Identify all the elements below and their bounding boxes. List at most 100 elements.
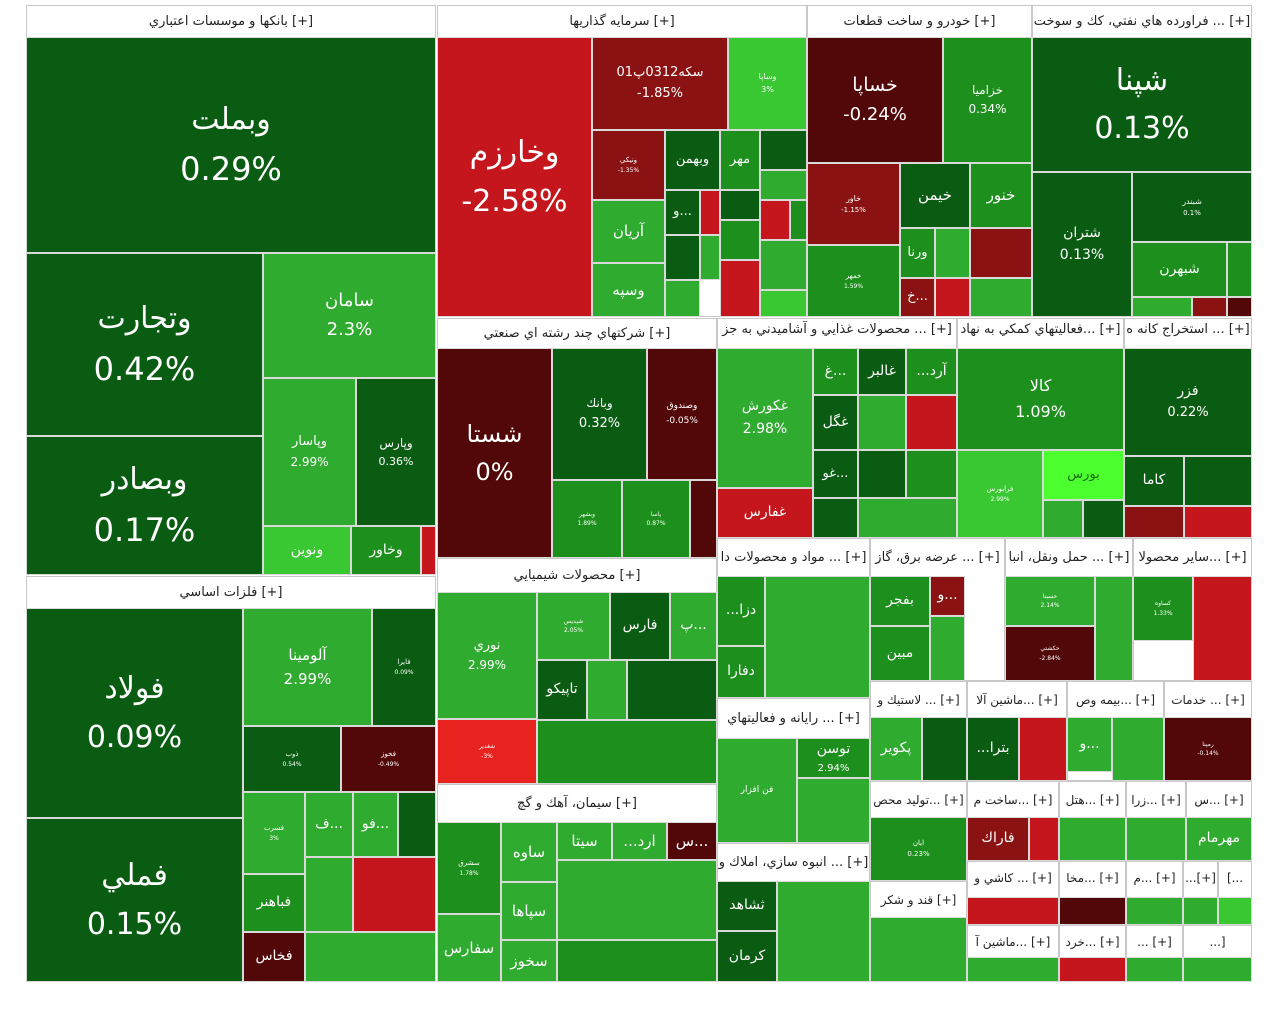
stock-cell[interactable]: مبين bbox=[870, 626, 930, 681]
stock-tile[interactable] bbox=[720, 260, 760, 317]
sector-header[interactable]: [+] خودرو و ساخت قطعات bbox=[808, 6, 1031, 38]
stock-cell[interactable]: و... bbox=[1067, 717, 1112, 772]
sector-header[interactable]: [+] ...فعاليتهاي كمكي به نهاد bbox=[958, 319, 1123, 341]
stock-cell[interactable]: وپارس 0.36% bbox=[356, 378, 436, 526]
sector-header[interactable]: [+] ... bbox=[1127, 926, 1182, 958]
stock-tile[interactable] bbox=[557, 860, 717, 940]
stock-tile[interactable] bbox=[305, 857, 353, 932]
sector-header[interactable]: [+] قند و شكر bbox=[871, 882, 966, 918]
stock-tile[interactable] bbox=[700, 190, 720, 235]
stock-tile[interactable] bbox=[1184, 506, 1252, 538]
sector-header[interactable]: [+] ... حمل ونقل، انبا bbox=[1006, 539, 1132, 577]
stock-cell[interactable]: حسينا 2.14% bbox=[1005, 576, 1095, 626]
stock-cell[interactable]: فزر 0.22% bbox=[1124, 348, 1252, 456]
stock-cell[interactable]: پ... bbox=[670, 592, 717, 660]
stock-cell[interactable]: فو... bbox=[353, 792, 398, 857]
sector-header[interactable]: [+] ...م bbox=[1127, 862, 1182, 894]
stock-tile[interactable] bbox=[1227, 242, 1252, 297]
stock-cell[interactable]: ف... bbox=[305, 792, 353, 857]
stock-cell[interactable]: فولاد 0.09% bbox=[26, 608, 243, 818]
sector-header[interactable]: [+] ...زرا bbox=[1127, 782, 1185, 818]
sector-header[interactable]: [+] ... كاشي و bbox=[968, 862, 1058, 894]
sector-header[interactable]: [+] ... فراورده هاي نفتي، كك و سوخت bbox=[1033, 6, 1251, 38]
stock-tile[interactable] bbox=[858, 498, 957, 538]
stock-tile[interactable] bbox=[967, 957, 1059, 982]
stock-tile[interactable] bbox=[1126, 897, 1183, 925]
stock-cell[interactable]: ورنا bbox=[900, 228, 935, 278]
stock-cell[interactable]: وپاسار 2.99% bbox=[263, 378, 356, 526]
stock-cell[interactable]: ...آرد bbox=[906, 348, 957, 395]
sector-header[interactable]: [+] ...ماشين آلا bbox=[968, 682, 1066, 718]
stock-tile[interactable] bbox=[777, 881, 870, 982]
stock-cell[interactable]: وخارزم -2.58% bbox=[437, 37, 592, 317]
stock-tile[interactable] bbox=[627, 660, 717, 720]
stock-cell[interactable]: ثشاهد bbox=[717, 881, 777, 931]
stock-tile[interactable] bbox=[760, 240, 807, 290]
stock-tile[interactable] bbox=[930, 616, 965, 681]
stock-tile[interactable] bbox=[1218, 897, 1252, 925]
stock-cell[interactable]: و... bbox=[930, 576, 965, 616]
sector-header[interactable]: [+] بانکها و موسسات اعتباري bbox=[27, 6, 435, 38]
stock-cell[interactable]: فرابورس 2.99% bbox=[957, 450, 1043, 538]
stock-cell[interactable]: بفجر bbox=[870, 576, 930, 626]
stock-cell[interactable]: وسپه bbox=[592, 263, 665, 317]
stock-cell[interactable]: تاپيكو bbox=[537, 660, 587, 720]
stock-cell[interactable]: خساپا -0.24% bbox=[807, 37, 943, 163]
stock-cell[interactable]: آريان bbox=[592, 200, 665, 263]
stock-cell[interactable]: غ... bbox=[813, 348, 858, 395]
stock-cell[interactable]: كالا 1.09% bbox=[957, 348, 1124, 450]
sector-header[interactable]: [+] ... محصولات غذايي و آشاميدني به جز bbox=[718, 319, 956, 341]
stock-tile[interactable] bbox=[690, 480, 717, 558]
stock-tile[interactable] bbox=[537, 720, 717, 784]
sector-header[interactable]: [+] ... خدمات bbox=[1165, 682, 1251, 718]
stock-cell[interactable]: مهر bbox=[720, 130, 760, 190]
stock-cell[interactable]: وصندوق -0.05% bbox=[647, 348, 717, 480]
stock-tile[interactable] bbox=[760, 290, 807, 317]
stock-tile[interactable] bbox=[790, 200, 807, 240]
stock-cell[interactable]: سامان 2.3% bbox=[263, 253, 436, 378]
stock-cell[interactable]: ونوين bbox=[263, 526, 351, 575]
stock-cell[interactable]: وبهمن bbox=[665, 130, 720, 190]
stock-tile[interactable] bbox=[700, 235, 720, 280]
stock-cell[interactable]: ...ارد bbox=[612, 822, 667, 860]
stock-tile[interactable] bbox=[1043, 500, 1083, 538]
stock-tile[interactable] bbox=[665, 280, 700, 317]
sector-header[interactable]: [+] محصولات شيميايي bbox=[438, 559, 716, 593]
stock-tile[interactable] bbox=[398, 792, 436, 857]
stock-cell[interactable]: حكشتي -2.84% bbox=[1005, 626, 1095, 681]
stock-cell[interactable]: وخاور bbox=[351, 526, 421, 575]
stock-tile[interactable] bbox=[858, 395, 906, 450]
stock-cell[interactable]: خ... bbox=[900, 278, 935, 317]
stock-cell[interactable]: پكوير bbox=[870, 717, 922, 781]
stock-tile[interactable] bbox=[906, 450, 957, 498]
stock-cell[interactable]: فاراك bbox=[967, 817, 1029, 861]
stock-tile[interactable] bbox=[305, 932, 436, 982]
stock-tile[interactable] bbox=[1059, 957, 1126, 982]
stock-tile[interactable] bbox=[1183, 957, 1252, 982]
stock-tile[interactable] bbox=[1112, 717, 1164, 781]
stock-cell[interactable]: سکه0312پ01 -1.85% bbox=[592, 37, 728, 130]
stock-cell[interactable]: فايرا 0.09% bbox=[372, 608, 436, 726]
stock-tile[interactable] bbox=[1095, 576, 1133, 681]
stock-cell[interactable]: و... bbox=[665, 190, 700, 235]
stock-cell[interactable]: فخاس bbox=[243, 932, 305, 982]
sector-header[interactable]: [+] شركتهاي چند رشته اي صنعتي bbox=[438, 319, 716, 349]
stock-cell[interactable]: شستا 0% bbox=[437, 348, 552, 558]
stock-cell[interactable]: س... bbox=[667, 822, 717, 860]
stock-cell[interactable]: غالبر bbox=[858, 348, 906, 395]
stock-cell[interactable]: سشرق 1.78% bbox=[437, 822, 501, 914]
stock-cell[interactable]: سخوز bbox=[501, 940, 557, 982]
stock-cell[interactable]: ايان 0.23% bbox=[870, 817, 967, 881]
stock-tile[interactable] bbox=[1193, 576, 1252, 681]
stock-tile[interactable] bbox=[760, 130, 807, 170]
stock-tile[interactable] bbox=[1029, 817, 1059, 861]
sector-header[interactable]: [+] ...توليد محص bbox=[871, 782, 966, 818]
sector-header[interactable]: [+] سيمان، آهك و گچ bbox=[438, 785, 716, 823]
stock-tile[interactable] bbox=[760, 200, 790, 240]
stock-cell[interactable]: سپاها bbox=[501, 882, 557, 940]
stock-cell[interactable]: خمهر 1.59% bbox=[807, 245, 900, 317]
stock-cell[interactable]: فارس bbox=[610, 592, 670, 660]
stock-tile[interactable] bbox=[353, 857, 436, 932]
stock-cell[interactable]: توسن 2.94% bbox=[797, 738, 870, 778]
stock-tile[interactable] bbox=[421, 526, 436, 575]
